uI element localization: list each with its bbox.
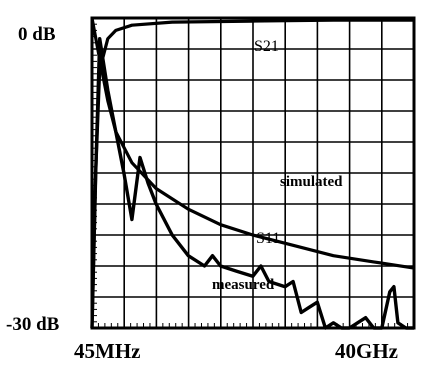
- x-tick-label-right: 40GHz: [335, 339, 398, 363]
- annotation-measured: measured: [212, 277, 275, 293]
- curves-layer: [90, 17, 415, 330]
- annotation-simulated: simulated: [280, 174, 343, 190]
- y-tick-label-top: 0 dB: [18, 24, 56, 45]
- y-tick-label-bottom: -30 dB: [6, 314, 60, 335]
- annotation-s21: S21: [254, 38, 279, 55]
- annotation-s11: S11: [256, 230, 280, 247]
- x-tick-label-left: 45MHz: [74, 339, 140, 363]
- s11-measured-curve: [90, 37, 414, 330]
- s11-simulated-curve: [90, 17, 415, 270]
- plot-frame: [90, 16, 416, 330]
